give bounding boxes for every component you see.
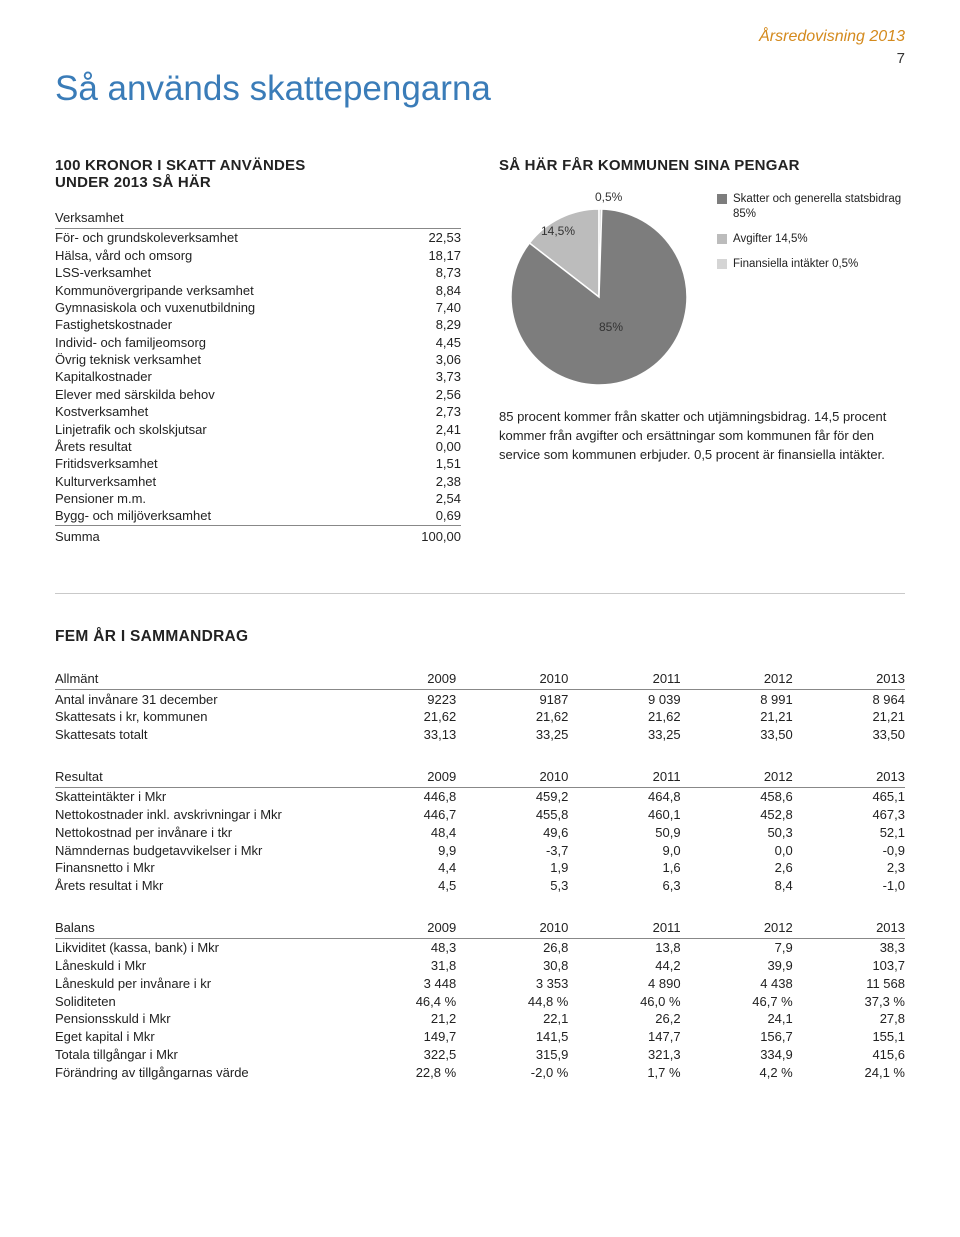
legend-text: Finansiella intäkter 0,5% xyxy=(733,257,858,272)
table-row: Nämndernas budgetavvikelser i Mkr9,9-3,7… xyxy=(55,841,905,859)
right-heading: SÅ HÄR FÅR KOMMUNEN SINA PENGAR xyxy=(499,157,905,174)
table-row: Soliditeten46,4 %44,8 %46,0 %46,7 %37,3 … xyxy=(55,992,905,1010)
legend-swatch xyxy=(717,259,727,269)
table-row: Fastighetskostnader8,29 xyxy=(55,316,461,333)
block-title: Allmänt xyxy=(55,670,344,690)
legend-text: Avgifter 14,5% xyxy=(733,232,808,247)
page-title: Så används skattepengarna xyxy=(55,69,905,109)
table-row: Finansnetto i Mkr4,41,91,62,62,3 xyxy=(55,859,905,877)
sammandrag-table: Balans20092010201120122013Likviditet (ka… xyxy=(55,919,905,1082)
year-col: 2010 xyxy=(456,919,568,939)
table-row: Skattesats totalt33,1333,2533,2533,5033,… xyxy=(55,726,905,744)
table-row: Gymnasiskola och vuxenutbildning7,40 xyxy=(55,299,461,316)
table-row: Skatteintäkter i Mkr446,8459,2464,8458,6… xyxy=(55,787,905,805)
left-heading: 100 KRONOR I SKATT ANVÄNDES UNDER 2013 S… xyxy=(55,157,461,191)
pie-legend: Skatter och generella statsbidrag 85% Avg… xyxy=(717,192,905,282)
table-row: Låneskuld per invånare i kr3 4483 3534 8… xyxy=(55,975,905,993)
table-row: Likviditet (kassa, bank) i Mkr48,326,813… xyxy=(55,938,905,956)
year-col: 2010 xyxy=(456,767,568,787)
table-row: Eget kapital i Mkr149,7141,5147,7156,715… xyxy=(55,1028,905,1046)
legend-item: Finansiella intäkter 0,5% xyxy=(717,257,905,272)
table-row: Pensionsskuld i Mkr21,222,126,224,127,8 xyxy=(55,1010,905,1028)
pie-caption: 85 procent kommer från skatter och utjäm… xyxy=(499,408,905,465)
table-row: Antal invånare 31 december922391879 0398… xyxy=(55,690,905,708)
year-col: 2012 xyxy=(681,670,793,690)
legend-item: Avgifter 14,5% xyxy=(717,232,905,247)
year-col: 2013 xyxy=(793,767,905,787)
left-heading-line2: UNDER 2013 SÅ HÄR xyxy=(55,174,211,191)
table-row: Skattesats i kr, kommunen21,6221,6221,62… xyxy=(55,708,905,726)
verks-col-label: Verksamhet xyxy=(55,209,394,229)
legend-swatch xyxy=(717,194,727,204)
year-col: 2009 xyxy=(344,919,456,939)
sammandrag-heading: FEM ÅR I SAMMANDRAG xyxy=(55,628,905,646)
doc-header: Årsredovisning 2013 xyxy=(55,28,905,46)
sammandrag-table: Allmänt20092010201120122013Antal invånar… xyxy=(55,670,905,744)
year-col: 2011 xyxy=(568,919,680,939)
table-row: Elever med särskilda behov2,56 xyxy=(55,386,461,403)
year-col: 2012 xyxy=(681,919,793,939)
year-col: 2013 xyxy=(793,670,905,690)
year-col: 2010 xyxy=(456,670,568,690)
page-number: 7 xyxy=(55,50,905,67)
table-row: Förändring av tillgångarnas värde22,8 %-… xyxy=(55,1063,905,1081)
table-row: Övrig teknisk verksamhet3,06 xyxy=(55,351,461,368)
table-row: För- och grundskoleverksamhet22,53 xyxy=(55,229,461,247)
table-row: Låneskuld i Mkr31,830,844,239,9103,7 xyxy=(55,957,905,975)
section-divider xyxy=(55,593,905,594)
left-heading-line1: 100 KRONOR I SKATT ANVÄNDES xyxy=(55,157,305,174)
pie-slice-label: 14,5% xyxy=(541,224,575,238)
year-col: 2009 xyxy=(344,767,456,787)
table-row: Individ- och familjeomsorg4,45 xyxy=(55,333,461,350)
table-row: Årets resultat i Mkr4,55,36,38,4-1,0 xyxy=(55,877,905,895)
table-row: Hälsa, vård och omsorg18,17 xyxy=(55,247,461,264)
table-row: Fritidsverksamhet1,51 xyxy=(55,455,461,472)
income-pie-chart: 85% 14,5% 0,5% xyxy=(499,192,699,392)
legend-text: Skatter och generella statsbidrag 85% xyxy=(733,192,905,222)
year-col: 2012 xyxy=(681,767,793,787)
sammandrag-table: Resultat20092010201120122013Skatteintäkt… xyxy=(55,767,905,894)
block-title: Resultat xyxy=(55,767,344,787)
table-row: Pensioner m.m.2,54 xyxy=(55,490,461,507)
year-col: 2009 xyxy=(344,670,456,690)
table-row: Totala tillgångar i Mkr322,5315,9321,333… xyxy=(55,1046,905,1064)
year-col: 2011 xyxy=(568,670,680,690)
legend-item: Skatter och generella statsbidrag 85% xyxy=(717,192,905,222)
table-row: Kulturverksamhet2,38 xyxy=(55,472,461,489)
verksamhet-table: VerksamhetFör- och grundskoleverksamhet2… xyxy=(55,209,461,545)
sum-value: 100,00 xyxy=(394,525,461,545)
table-row: Linjetrafik och skolskjutsar2,41 xyxy=(55,420,461,437)
table-row: Kommunövergripande verksamhet8,84 xyxy=(55,281,461,298)
legend-swatch xyxy=(717,234,727,244)
pie-slice-label: 85% xyxy=(599,320,623,334)
table-row: LSS-verksamhet8,73 xyxy=(55,264,461,281)
table-row: Nettokostnader inkl. avskrivningar i Mkr… xyxy=(55,806,905,824)
table-row: Kostverksamhet2,73 xyxy=(55,403,461,420)
table-row: Årets resultat0,00 xyxy=(55,438,461,455)
block-title: Balans xyxy=(55,919,344,939)
table-row: Bygg- och miljöverksamhet0,69 xyxy=(55,507,461,525)
table-row: Kapitalkostnader3,73 xyxy=(55,368,461,385)
year-col: 2011 xyxy=(568,767,680,787)
pie-slice-label: 0,5% xyxy=(595,190,622,204)
sum-label: Summa xyxy=(55,525,394,545)
year-col: 2013 xyxy=(793,919,905,939)
table-row: Nettokostnad per invånare i tkr48,449,65… xyxy=(55,823,905,841)
